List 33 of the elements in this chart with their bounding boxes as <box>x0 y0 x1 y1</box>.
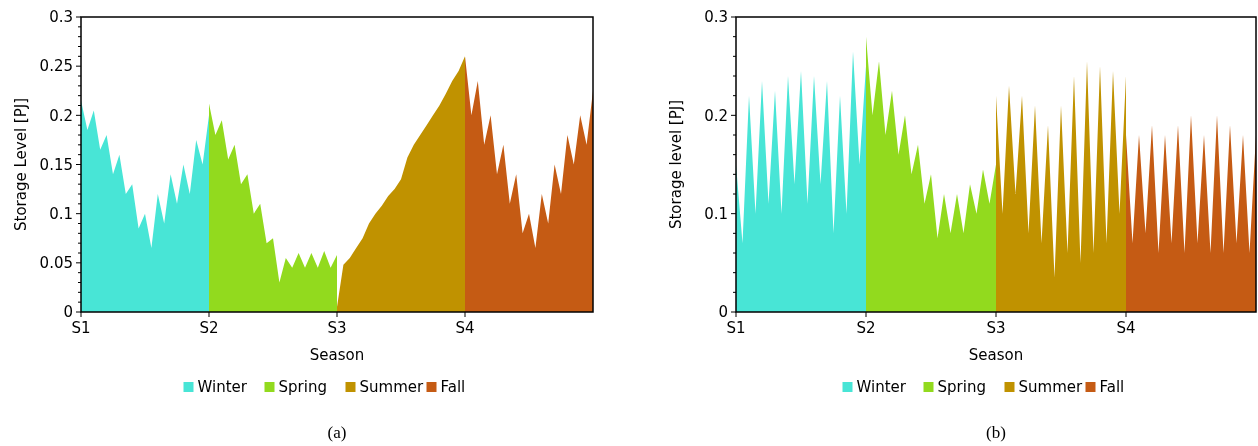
text: (a) <box>327 423 347 442</box>
x-tick-label: S1 <box>726 319 746 337</box>
y-axis-title: Storage Level [PJ] <box>12 98 30 231</box>
y-tick-label: 0.15 <box>39 155 73 174</box>
y-tick-label: 0.2 <box>704 106 728 125</box>
x-tick-label: S3 <box>327 319 347 337</box>
y-tick-label: 0.05 <box>39 254 73 273</box>
x-axis-title: Season <box>968 346 1024 364</box>
x-tick-label: S2 <box>856 319 876 337</box>
legend-label: Spring <box>937 378 986 397</box>
x-tick-label: S2 <box>199 319 219 337</box>
legend-label: Fall <box>1099 378 1125 397</box>
y-tick-label: 0 <box>718 303 728 322</box>
y-tick-label: 0.25 <box>39 57 73 76</box>
legend-label: Summer <box>359 378 424 397</box>
legend-label: Summer <box>1018 378 1083 397</box>
x-tick-label: S1 <box>71 319 91 337</box>
text: (b) <box>986 423 1006 442</box>
legend-label: Winter <box>856 378 907 397</box>
y-tick-label: 0 <box>63 303 73 322</box>
y-tick-label: 0.1 <box>704 204 728 223</box>
y-tick-label: 0.2 <box>49 106 73 125</box>
legend-label: Spring <box>278 378 327 397</box>
x-tick-label: S3 <box>986 319 1006 337</box>
y-axis-title: Storage level [PJ] <box>667 99 685 230</box>
legend-label: Fall <box>440 378 466 397</box>
x-tick-label: S4 <box>455 319 475 337</box>
y-tick-label: 0.3 <box>49 8 73 27</box>
y-tick-label: 0.3 <box>704 8 728 27</box>
x-tick-label: S4 <box>1116 319 1136 337</box>
x-axis-title: Season <box>309 346 365 364</box>
legend-label: Winter <box>197 378 248 397</box>
y-tick-label: 0.1 <box>49 204 73 223</box>
